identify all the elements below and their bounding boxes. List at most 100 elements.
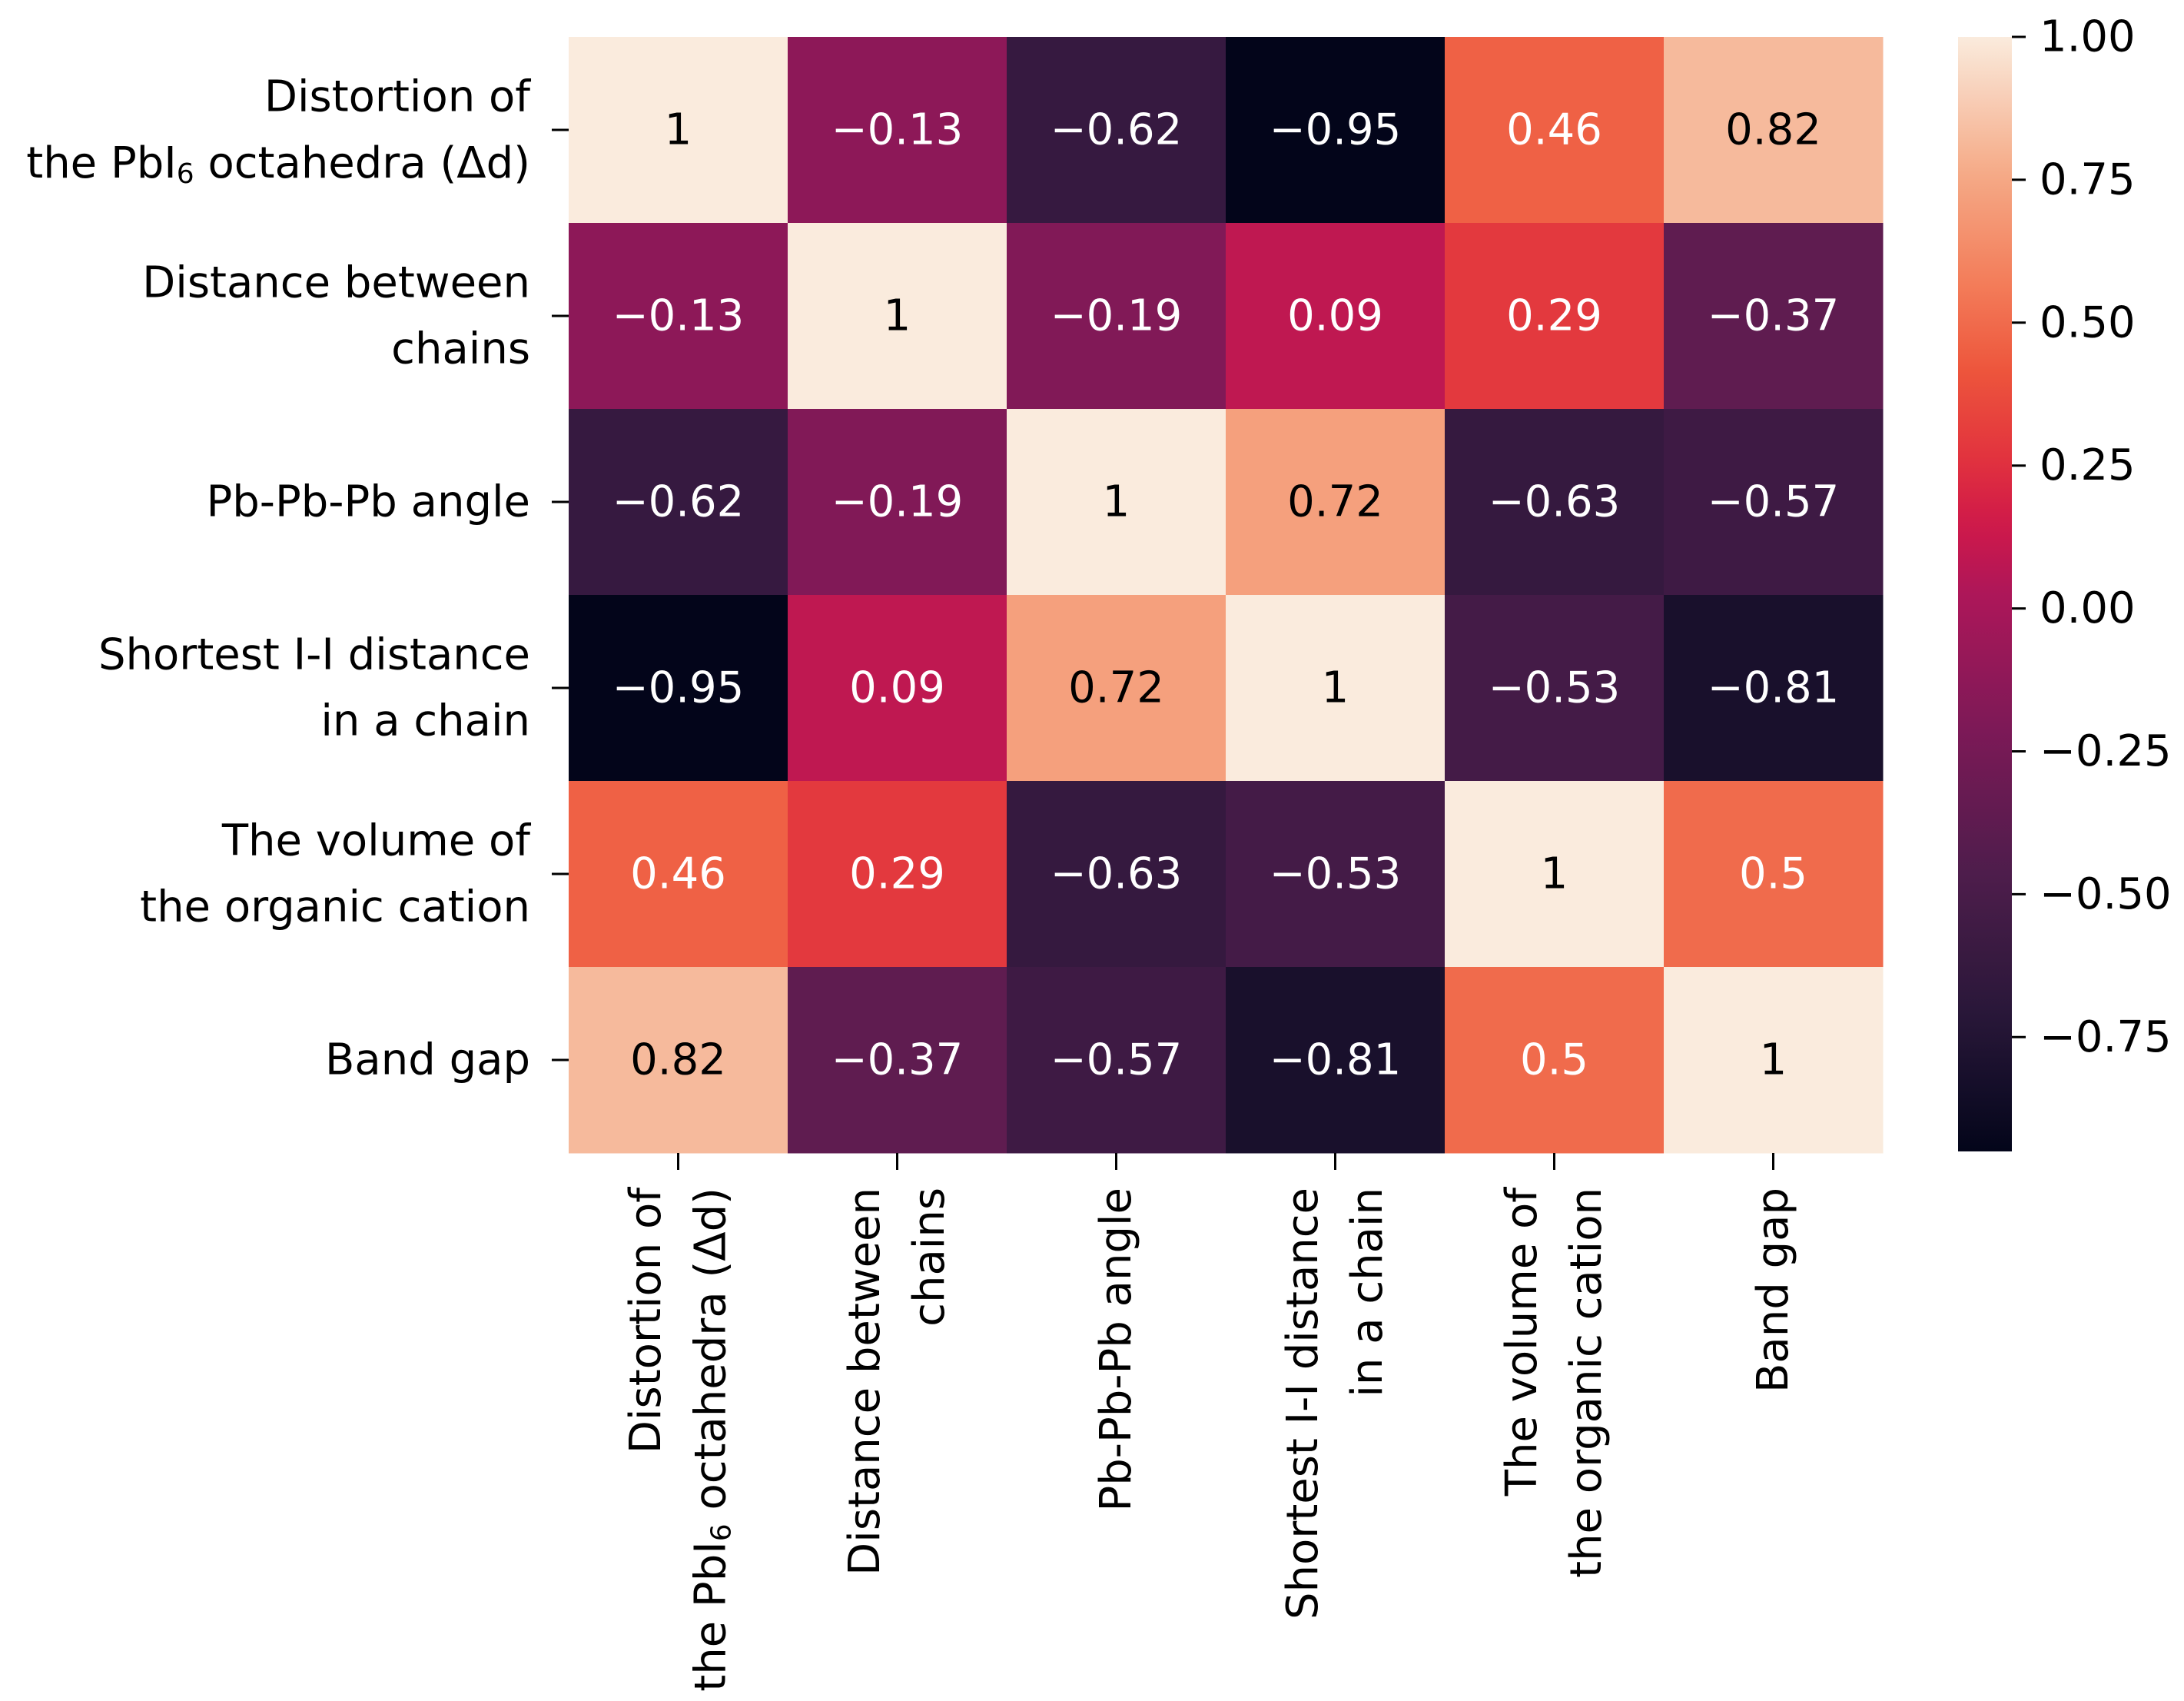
x-tick-label: the PbI6 octahedra (Δd) bbox=[685, 1188, 737, 1692]
heatmap-cell bbox=[569, 409, 788, 596]
cell-value-label: −0.95 bbox=[1270, 105, 1402, 155]
cell-value-label: 0.82 bbox=[1725, 105, 1821, 155]
x-tick-label: Band gap bbox=[1748, 1188, 1798, 1393]
cell-value-label: −0.62 bbox=[1051, 105, 1183, 155]
heatmap-cell bbox=[1007, 967, 1226, 1154]
cell-value-label: 0.72 bbox=[1287, 477, 1383, 527]
cell-value-label: −0.63 bbox=[1051, 849, 1183, 899]
cell-value-label: 1 bbox=[1541, 849, 1568, 899]
cell-value-label: 0.09 bbox=[849, 663, 945, 713]
colorbar-tick-label: 0.50 bbox=[2040, 297, 2136, 347]
heatmap-cell bbox=[569, 781, 788, 968]
heatmap-cell bbox=[1007, 409, 1226, 596]
heatmap-cell bbox=[1226, 223, 1445, 410]
cell-value-label: 0.72 bbox=[1068, 663, 1164, 713]
cell-value-label: 1 bbox=[665, 105, 692, 155]
cell-value-label: −0.37 bbox=[1708, 291, 1840, 341]
cell-value-label: −0.81 bbox=[1270, 1035, 1402, 1085]
cell-value-label: 0.29 bbox=[1506, 291, 1602, 341]
heatmap-cell bbox=[788, 409, 1007, 596]
y-tick-label: Band gap bbox=[325, 1035, 530, 1085]
heatmap-cell bbox=[1445, 409, 1665, 596]
x-tick-label: chains bbox=[904, 1188, 954, 1327]
heatmap-cell bbox=[1226, 409, 1445, 596]
heatmap-cell bbox=[569, 223, 788, 410]
cell-value-label: 0.82 bbox=[630, 1035, 726, 1085]
heatmap-cell bbox=[788, 967, 1007, 1154]
colorbar-tick-label: 1.00 bbox=[2040, 12, 2136, 62]
cell-value-label: −0.57 bbox=[1051, 1035, 1183, 1085]
y-tick-label: the organic cation bbox=[140, 882, 530, 932]
heatmap-cell bbox=[1445, 223, 1665, 410]
heatmap-cell-labels: 1 −0.13 −0.62 −0.95 0.46 0.82 −0.13 1 −0.19 0.09 0… bbox=[612, 105, 1840, 1085]
cell-value-label: 0.46 bbox=[1506, 105, 1602, 155]
heatmap-cell bbox=[1226, 37, 1445, 224]
cell-value-label: 1 bbox=[1760, 1035, 1787, 1085]
heatmap-cell bbox=[1226, 967, 1445, 1154]
colorbar-tick-label: 0.25 bbox=[2040, 440, 2136, 490]
y-tick-label: chains bbox=[391, 324, 530, 374]
y-tick-label: The volume of bbox=[221, 816, 531, 866]
cell-value-label: −0.95 bbox=[612, 663, 745, 713]
heatmap-cell bbox=[1664, 223, 1884, 410]
cell-value-label: −0.62 bbox=[612, 477, 745, 527]
cell-value-label: 1 bbox=[1103, 477, 1130, 527]
heatmap-cell bbox=[1664, 595, 1884, 782]
cell-value-label: 1 bbox=[1322, 663, 1349, 713]
heatmap-cell bbox=[788, 37, 1007, 224]
colorbar-tick-label: −0.25 bbox=[2040, 726, 2172, 776]
x-tick-label: Shortest I-I distance bbox=[1278, 1188, 1328, 1620]
heatmap-cell bbox=[1445, 781, 1665, 968]
heatmap-cell bbox=[1226, 595, 1445, 782]
colorbar-tick-label: 0.00 bbox=[2040, 583, 2136, 633]
heatmap-cell bbox=[788, 595, 1007, 782]
x-tick-label: The volume of bbox=[1497, 1187, 1547, 1497]
heatmap-cell bbox=[569, 967, 788, 1154]
heatmap-cell bbox=[1007, 223, 1226, 410]
heatmap-cell bbox=[1445, 595, 1665, 782]
heatmap-cells bbox=[569, 37, 1884, 1154]
colorbar-tick-label: 0.75 bbox=[2040, 154, 2136, 204]
x-tick-label: in a chain bbox=[1343, 1188, 1392, 1397]
cell-value-label: −0.13 bbox=[612, 291, 745, 341]
cell-value-label: 0.29 bbox=[849, 849, 945, 899]
heatmap-cell bbox=[1445, 37, 1665, 224]
cell-value-label: −0.13 bbox=[831, 105, 964, 155]
x-axis: Distortion of the PbI6 octahedra (Δd) Dist… bbox=[621, 1153, 1798, 1692]
heatmap-cell bbox=[1007, 781, 1226, 968]
heatmap-cell bbox=[569, 37, 788, 224]
cell-value-label: 0.5 bbox=[1739, 849, 1807, 899]
y-tick-label: Pb-Pb-Pb angle bbox=[206, 477, 530, 527]
y-tick-label: the PbI6 octahedra (Δd) bbox=[26, 138, 530, 190]
cell-value-label: 0.5 bbox=[1520, 1035, 1588, 1085]
heatmap-cell bbox=[1226, 781, 1445, 968]
colorbar-gradient bbox=[1958, 37, 2012, 1151]
cell-value-label: −0.53 bbox=[1270, 849, 1402, 899]
heatmap-cell bbox=[1664, 781, 1884, 968]
x-tick-label: Distance between bbox=[840, 1188, 890, 1576]
heatmap-cell bbox=[569, 595, 788, 782]
cell-value-label: −0.57 bbox=[1708, 477, 1840, 527]
heatmap-cell bbox=[1664, 409, 1884, 596]
heatmap-cell bbox=[1445, 967, 1665, 1154]
cell-value-label: 0.46 bbox=[630, 849, 726, 899]
cell-value-label: 1 bbox=[884, 291, 911, 341]
x-tick-label: the organic cation bbox=[1562, 1188, 1611, 1578]
y-tick-label: Shortest I-I distance bbox=[98, 630, 530, 680]
x-tick-label: Pb-Pb-Pb angle bbox=[1091, 1188, 1141, 1512]
cell-value-label: −0.81 bbox=[1708, 663, 1840, 713]
cell-value-label: −0.19 bbox=[1051, 291, 1183, 341]
heatmap-cell bbox=[1007, 595, 1226, 782]
heatmap-cell bbox=[1664, 967, 1884, 1154]
x-tick-label: Distortion of bbox=[621, 1187, 671, 1453]
cell-value-label: −0.63 bbox=[1489, 477, 1621, 527]
colorbar-tick-label: −0.50 bbox=[2040, 869, 2172, 919]
y-tick-label: Distortion of bbox=[264, 72, 531, 122]
y-axis: Distortion of the PbI6 octahedra (Δd) Dist… bbox=[26, 72, 569, 1085]
cell-value-label: −0.37 bbox=[831, 1035, 964, 1085]
y-tick-label: in a chain bbox=[320, 696, 530, 746]
cell-value-label: −0.53 bbox=[1489, 663, 1621, 713]
heatmap-cell bbox=[788, 781, 1007, 968]
heatmap-cell bbox=[1007, 37, 1226, 224]
